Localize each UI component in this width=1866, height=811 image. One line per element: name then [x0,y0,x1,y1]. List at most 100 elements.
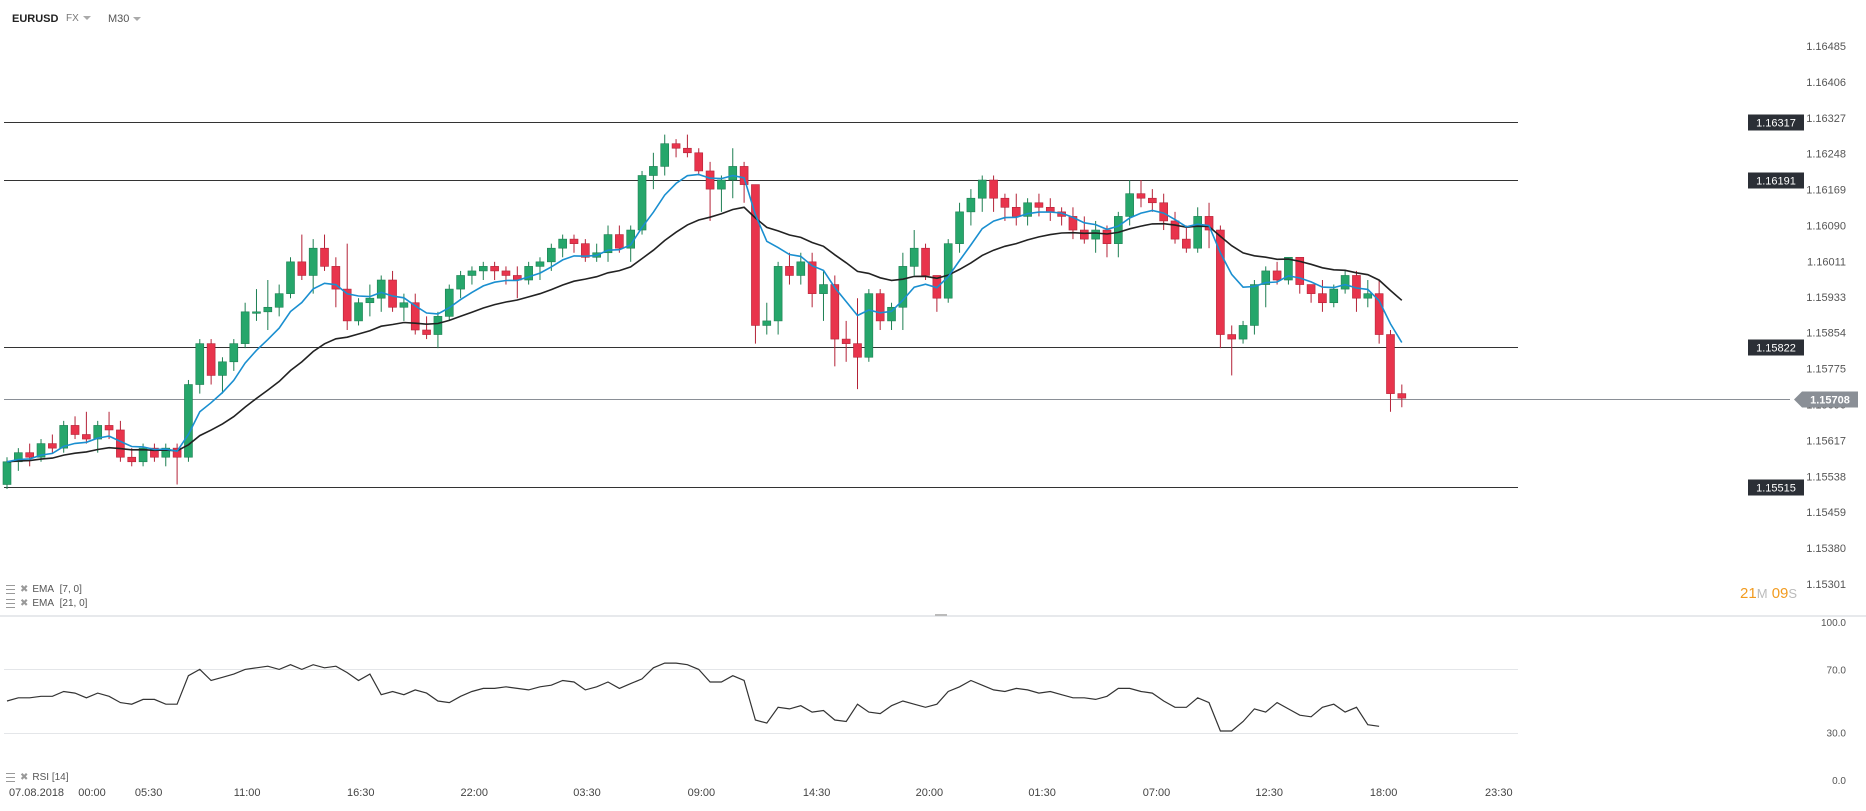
candle-up [354,302,363,322]
candle-up [36,443,46,458]
candle-down [1227,334,1237,340]
indicator-rsi[interactable]: ✖ RSI [14] [6,772,69,783]
close-icon[interactable]: ✖ [20,772,29,783]
candle-down [1386,334,1395,394]
time-tick-label: 03:30 [573,787,601,799]
candles-group [2,134,1407,490]
level-price-tag [1748,479,1804,496]
settings-icon[interactable] [6,584,15,594]
candle-down [422,329,431,335]
candle-down [841,338,851,344]
indicator-params: [21, 0] [59,598,88,609]
candle-down [1182,238,1191,249]
candle-down [1295,256,1305,285]
candle-up [93,425,103,440]
price-tick-label: 1.15301 [1806,579,1846,591]
candle-down [490,266,499,272]
candle-up [603,234,613,254]
candle-down [116,429,125,458]
level-price-tag [1748,114,1804,131]
indicator-name: RSI [32,772,50,783]
price-tick-label: 1.16011 [1807,256,1846,268]
candle-up [376,279,386,299]
level-price-label: 1.16191 [1756,176,1796,188]
countdown-seconds: 09 [1771,585,1789,602]
candle-up [524,266,533,281]
symbol-label[interactable]: EURUSD [12,13,59,25]
candle-up [456,275,465,290]
candle-down [694,152,704,172]
indicator-name: EMA [32,584,55,595]
candle-down [70,425,80,435]
candle-up [229,343,239,363]
rsi-tick-label: 100.0 [1821,618,1846,629]
candle-up [1250,284,1259,326]
candle-up [252,311,261,314]
candle-up [1340,275,1350,290]
rsi-tick-label: 0.0 [1832,776,1846,787]
candle-up [478,266,488,272]
candle-up [433,316,443,335]
chevron-down-icon [82,16,91,21]
close-icon[interactable]: ✖ [20,598,29,609]
candle-up [308,247,318,276]
candle-down [104,425,114,431]
candle-up [218,361,227,376]
candle-up [274,293,284,308]
level-price-tag [1748,172,1804,189]
settings-icon[interactable] [6,598,15,608]
candle-up [943,243,953,299]
candle-up [138,447,148,463]
candle-up [161,447,171,458]
candle-up [1125,193,1134,217]
candle-up [1114,216,1123,244]
candle-up [898,266,908,308]
candle-down [297,261,307,276]
settings-icon[interactable] [6,772,15,782]
close-icon[interactable]: ✖ [20,584,29,595]
candle-down [739,166,749,185]
indicator-ema-slow[interactable]: ✖ EMA [21, 0] [6,598,87,609]
price-tick-label: 1.15775 [1806,364,1846,376]
time-tick-label: 11:00 [234,787,261,799]
candle-down [1306,284,1316,294]
candle-down [921,247,930,276]
candle-down [1170,220,1180,240]
candle-down [1374,293,1384,335]
candle-down [1216,229,1225,335]
price-tick-label: 1.15617 [1806,435,1846,447]
candle-up [1193,216,1202,249]
candle-up [195,343,205,385]
timeframe-selector[interactable]: M30 [108,13,142,25]
indicator-params: [14] [51,772,69,783]
candle-down [785,266,794,276]
candle-down [1068,216,1078,231]
price-tick-label: 1.16090 [1806,220,1846,232]
candle-up [773,266,783,322]
last-price-label: 1.15708 [1810,395,1850,407]
ema-slow-line [6,206,1403,463]
price-tick-label: 1.15459 [1806,507,1846,519]
candle-up [1329,288,1339,304]
rsi-tick-label: 70.0 [1827,665,1847,676]
indicator-ema-fast[interactable]: ✖ EMA [7, 0] [6,584,82,595]
candle-down [206,343,216,376]
candle-down [1102,229,1112,244]
candle-up [399,302,409,308]
candle-up [184,384,193,458]
candle-up [717,179,726,190]
candle-up [2,461,12,485]
indicator-name: EMA [32,598,55,609]
time-start-date: 07.08.2018 [9,787,64,799]
candle-down [82,434,91,440]
candle-up [977,179,987,199]
candle-down [1148,197,1157,204]
candle-down [853,343,862,358]
market-selector[interactable]: FX [66,13,91,24]
time-tick-label: 05:30 [135,787,163,799]
level-price-label: 1.15822 [1756,343,1796,355]
price-tick-label: 1.16406 [1806,77,1846,89]
price-tick-label: 1.16169 [1806,185,1846,197]
time-tick-label: 16:30 [347,787,375,799]
